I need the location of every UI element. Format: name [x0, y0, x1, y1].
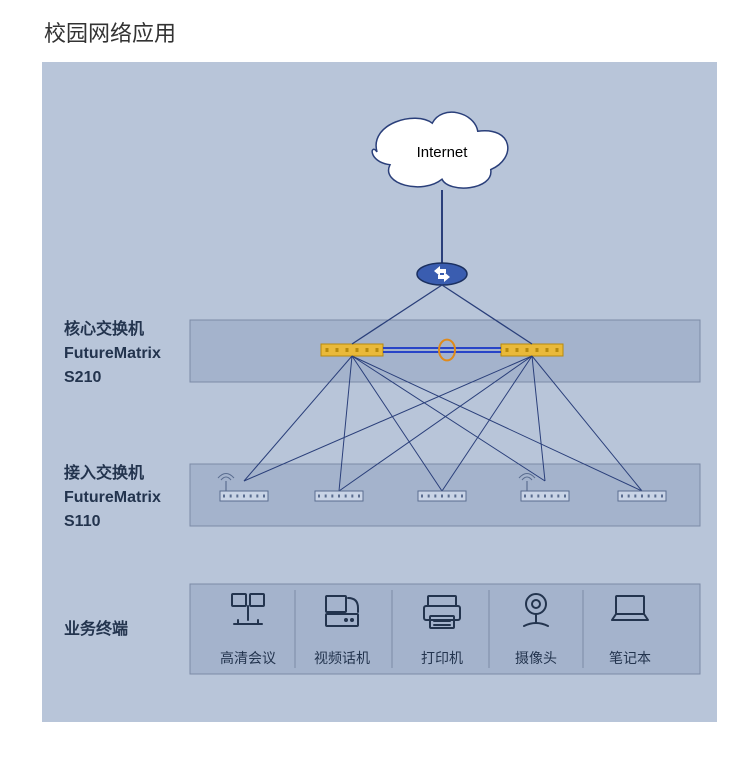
terminal-label: 笔记本 — [609, 648, 651, 668]
terminal-label: 高清会议 — [220, 648, 276, 668]
terminal-label: 视频话机 — [314, 648, 370, 668]
network-diagram: Internet 核心交换机 FutureMatrix S210 接入交换机 F… — [42, 62, 717, 722]
internet-cloud-label: Internet — [417, 144, 469, 161]
terminal-label: 摄像头 — [515, 648, 557, 668]
diagram-svg: Internet — [42, 62, 717, 722]
access-layer-label: 接入交换机 FutureMatrix S110 — [64, 462, 161, 534]
router-icon — [417, 263, 467, 285]
page-title: 校园网络应用 — [44, 16, 712, 48]
terminal-label: 打印机 — [421, 648, 463, 668]
core-switch-icon — [501, 344, 563, 356]
core-tier-box — [190, 320, 700, 382]
terminal-layer-label: 业务终端 — [64, 618, 128, 642]
core-switch-icon — [321, 344, 383, 356]
core-layer-label: 核心交换机 FutureMatrix S210 — [64, 318, 161, 390]
